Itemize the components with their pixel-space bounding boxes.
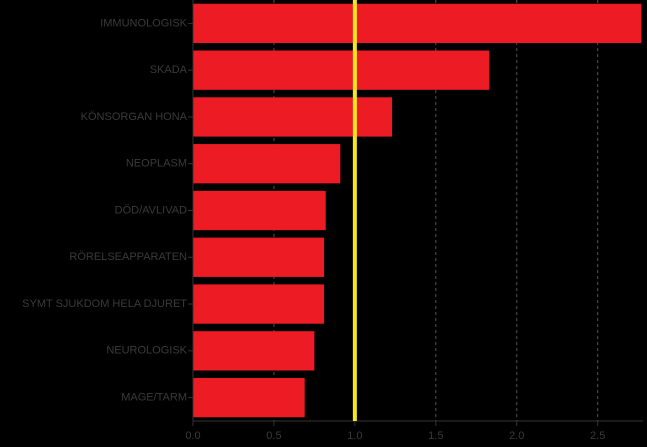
y-tick-label: SYMT SJUKDOM HELA DJURET: [22, 298, 187, 310]
y-tick-label: RÖRELSEAPPARATEN: [69, 251, 187, 263]
bar: [193, 50, 490, 90]
bar: [193, 237, 325, 277]
bar: [193, 3, 642, 44]
y-tick-label: MAGE/TARM: [121, 392, 187, 404]
y-tick-label: KÖNSORGAN HONA: [81, 111, 188, 123]
x-tick-label: 0.0: [185, 430, 200, 442]
bar: [193, 144, 341, 184]
x-tick-label: 2.5: [590, 430, 605, 442]
bar: [193, 190, 326, 231]
bar: [193, 284, 325, 324]
x-tick-label: 0.5: [266, 430, 281, 442]
x-tick-label: 1.5: [428, 430, 443, 442]
y-tick-label: DÖD/AVLIVAD: [115, 204, 187, 216]
x-tick-label: 2.0: [509, 430, 524, 442]
x-tick-label: 1.0: [347, 430, 362, 442]
y-tick-label: IMMUNOLOGISK: [100, 17, 187, 29]
y-tick-label: NEOPLASM: [126, 158, 187, 170]
bar: [193, 377, 305, 418]
y-tick-label: SKADA: [150, 64, 188, 76]
y-tick-label: NEUROLOGISK: [106, 345, 187, 357]
bar: [193, 97, 393, 137]
bar: [193, 331, 315, 371]
